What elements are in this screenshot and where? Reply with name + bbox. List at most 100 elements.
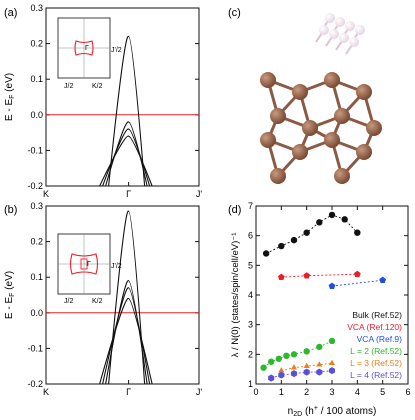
y-axis-d: 1 2 3 4 5 6 7 (248, 201, 408, 389)
y-tick-label-a: 0.1 (30, 74, 43, 84)
plot-frame-b (45, 205, 200, 385)
inset-label-j-a: J/2 (64, 83, 73, 90)
data-point-series-4 (278, 367, 285, 373)
data-point-series-0 (303, 229, 310, 236)
inset-label-j-b: J/2 (64, 298, 73, 305)
data-point-series-5 (328, 367, 336, 375)
x-axis-title-d: n2D (h+ / 100 atoms) (288, 405, 377, 418)
series-line-0 (265, 214, 358, 254)
data-point-series-0 (262, 250, 270, 257)
hydrogen-atom (335, 17, 345, 27)
data-point-series-3 (316, 343, 323, 351)
data-point-series-4 (303, 362, 310, 368)
x-axis-d: 0 1 2 3 4 5 6 (253, 206, 411, 397)
legend-entry-5: L = 4 (Ref.52) (350, 370, 402, 380)
data-point-series-4 (316, 361, 323, 367)
data-point-series-1 (303, 272, 311, 279)
x-tick-label-d: 4 (355, 387, 360, 397)
y-axis-title-a: E - EF (eV) (4, 73, 16, 121)
data-point-series-5 (316, 368, 323, 376)
y-axis-title-d: λ / N(0) (states/spin/cell/eV)⁻¹ (230, 233, 241, 358)
data-point-series-0 (278, 242, 285, 250)
y-tick-label-d: 6 (248, 231, 253, 241)
y-tick-label-d: 4 (248, 290, 253, 300)
inset-label-gamma-b: Γ (87, 261, 91, 268)
band-curve-a (99, 135, 153, 187)
hydrogen-atom (319, 25, 329, 35)
series-line-1 (281, 273, 358, 278)
band-curve-a (108, 35, 146, 187)
carbon-atom (292, 84, 308, 100)
data-point-series-0 (328, 211, 336, 219)
data-point-series-1 (353, 270, 361, 278)
inset-label-gamma-a: Γ (85, 45, 89, 52)
data-point-series-2 (328, 282, 336, 289)
y-axis-title-b-sub: F (9, 293, 16, 297)
hydrogen-atom (339, 33, 349, 43)
carbon-atom (324, 72, 340, 88)
y-axis-title-b-unit: (eV) (4, 271, 15, 293)
y-axis-b: 0.3 0.2 0.1 0.0 -0.1 -0.2 (27, 201, 199, 389)
x-tick-label-d: 3 (329, 387, 334, 397)
data-point-series-5 (303, 368, 310, 376)
x-tick-label-d: 2 (304, 387, 309, 397)
panel-c: (c) (228, 7, 382, 184)
y-tick-label-a: 0.0 (30, 110, 43, 120)
crystal-structure-illustration (260, 13, 382, 184)
legend-entry-4: L = 3 (Ref.52) (350, 358, 402, 368)
data-point-series-3 (268, 358, 275, 365)
data-point-series-3 (275, 355, 282, 362)
x-tick-label-b: K (43, 387, 49, 397)
band-curve-b (99, 298, 153, 385)
hydrogen-atom (345, 21, 355, 31)
data-point-series-5 (278, 371, 285, 379)
data-point-series-0 (290, 236, 298, 244)
x-tick-label-a: K (43, 189, 49, 199)
y-tick-label-d: 7 (248, 201, 253, 211)
carbon-atom (366, 120, 382, 136)
x-tick-label-d: 6 (405, 387, 410, 397)
data-point-series-5 (290, 370, 298, 378)
data-point-series-3 (303, 348, 310, 355)
y-tick-label-b: -0.2 (27, 379, 43, 389)
y-axis-title-b-main: E - E (4, 297, 15, 320)
x-tick-label-b: Γ (126, 387, 131, 397)
panel-b: (b) 0.3 0.2 0.1 0.0 -0.1 -0.2 K Γ J' E - EF (eV… (4, 201, 202, 397)
inset-bz-a: Γ J'/2 J/2 K/2 (57, 17, 122, 90)
plot-area-b (46, 210, 199, 385)
carbon-atom (356, 144, 372, 160)
inset-label-jprime-b: J'/2 (111, 263, 122, 270)
y-tick-label-d: 3 (248, 320, 253, 330)
y-tick-label-b: -0.1 (27, 343, 43, 353)
data-point-series-0 (341, 216, 348, 223)
inset-label-k-a: K/2 (92, 83, 103, 90)
carbon-atom (356, 84, 372, 100)
y-tick-label-b: 0.3 (30, 201, 43, 211)
panel-label-d: (d) (228, 204, 241, 216)
carbon-atom (270, 168, 286, 184)
y-axis-title-b: E - EF (eV) (4, 271, 16, 319)
x-axis-title-d-main: n (288, 406, 294, 417)
y-tick-label-d: 5 (248, 260, 253, 270)
series-line-2 (331, 279, 383, 287)
x-axis-title-d-rest: (h (302, 406, 314, 417)
y-tick-label-a: 0.2 (30, 39, 43, 49)
data-point-series-0 (354, 229, 361, 236)
panel-label-a: (a) (4, 7, 17, 19)
hydrogen-atom (355, 25, 365, 35)
plot-area-a (46, 35, 199, 187)
data-point-series-3 (328, 337, 336, 345)
legend-d: Bulk (Ref.52) VCA (Ref.120) VCA (Ref.9) L =… (347, 310, 402, 380)
data-point-series-3 (290, 351, 298, 358)
legend-entry-1: VCA (Ref.120) (347, 322, 402, 332)
y-axis-title-a-unit: (eV) (4, 73, 15, 95)
y-tick-label-b: 0.1 (30, 272, 43, 282)
x-axis-title-d-sub: 2D (293, 411, 302, 418)
y-tick-label-a: 0.3 (30, 3, 43, 13)
x-axis-title-d-sup: + (314, 405, 318, 412)
inset-bz-b: Γ J'/2 J/2 K/2 (57, 233, 122, 305)
legend-entry-3: L = 2 (Ref.52) (350, 346, 402, 356)
panel-a: (a) 0.3 0.2 0.1 0.0 -0.1 -0.2 K Γ J' E - EF (eV… (4, 3, 202, 199)
y-tick-label-d: 2 (248, 349, 253, 359)
